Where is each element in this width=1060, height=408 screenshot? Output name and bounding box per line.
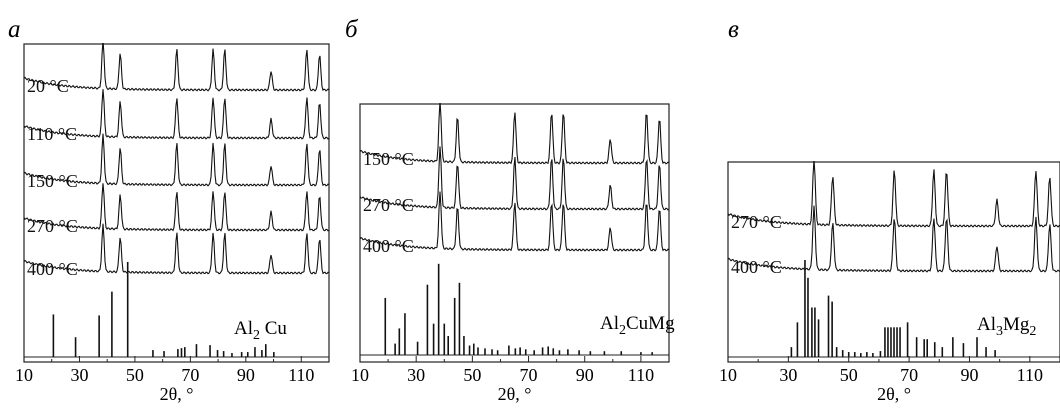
x-tick-label: 50 bbox=[126, 365, 144, 385]
reference-label: Al2CuMg bbox=[600, 313, 675, 338]
panel-letter: в bbox=[728, 16, 739, 43]
diffraction-trace bbox=[728, 205, 1060, 273]
reference-label: Al3Mg2 bbox=[977, 314, 1036, 339]
series-label: 400 °C bbox=[731, 257, 782, 277]
series-label: 270 °C bbox=[27, 216, 78, 236]
x-tick-label: 10 bbox=[15, 365, 33, 385]
diffraction-trace bbox=[24, 89, 329, 140]
series-label: 110 °C bbox=[27, 124, 77, 144]
plot-frame bbox=[23, 43, 330, 363]
panel-3: в 270 °C 400 °C Al3Mg2 10 30 50 70 90 110 2θ, ° bbox=[719, 16, 1060, 404]
diffraction-trace bbox=[24, 43, 329, 92]
series-label: 270 °C bbox=[731, 212, 782, 232]
x-tick-label: 90 bbox=[576, 365, 594, 385]
x-tick-label: 70 bbox=[900, 365, 918, 385]
x-tick-label: 110 bbox=[1017, 365, 1043, 385]
plot-frame bbox=[359, 103, 670, 363]
x-axis-label: 2θ, ° bbox=[877, 384, 911, 404]
diffraction-trace bbox=[360, 191, 669, 252]
x-tick-label: 70 bbox=[520, 365, 538, 385]
x-tick-label: 10 bbox=[719, 365, 737, 385]
x-axis-label: 2θ, ° bbox=[498, 384, 532, 404]
x-tick-label: 50 bbox=[840, 365, 858, 385]
series-label: 20 °C bbox=[27, 76, 69, 96]
diffraction-trace bbox=[24, 183, 329, 232]
series-label: 150 °C bbox=[363, 149, 414, 169]
diffraction-trace bbox=[728, 161, 1060, 228]
panel-1: а 20 °C 110 °C 150 °C 270 °C 400 °C Al2 Cu 10 30… bbox=[8, 16, 330, 404]
plot-frame bbox=[727, 161, 1060, 363]
diffraction-trace bbox=[360, 146, 669, 211]
diffraction-trace bbox=[24, 223, 329, 275]
series-label: 400 °C bbox=[27, 259, 78, 279]
panel-letter: а bbox=[8, 16, 21, 43]
x-axis-label: 2θ, ° bbox=[160, 384, 194, 404]
series-label: 400 °C bbox=[363, 236, 414, 256]
x-tick-label: 110 bbox=[628, 365, 654, 385]
panel-2: б 150 °C 270 °C 400 °C Al2CuMg 10 30 50 70 90 110 2… bbox=[345, 16, 675, 404]
x-tick-label: 30 bbox=[779, 365, 797, 385]
x-tick-label: 70 bbox=[181, 365, 199, 385]
x-tick-label: 10 bbox=[351, 365, 369, 385]
traces-group bbox=[728, 161, 1060, 273]
diffraction-trace bbox=[24, 133, 329, 187]
x-tick-label: 30 bbox=[407, 365, 425, 385]
panel-letter: б bbox=[345, 16, 359, 43]
series-label: 150 °C bbox=[27, 171, 78, 191]
x-tick-label: 30 bbox=[70, 365, 88, 385]
x-tick-label: 90 bbox=[960, 365, 978, 385]
traces-group bbox=[24, 43, 329, 275]
diffraction-trace bbox=[360, 103, 669, 165]
traces-group bbox=[360, 103, 669, 252]
reference-label: Al2 Cu bbox=[234, 318, 287, 343]
x-tick-label: 50 bbox=[463, 365, 481, 385]
series-label: 270 °C bbox=[363, 195, 414, 215]
x-tick-label: 110 bbox=[288, 365, 314, 385]
x-tick-label: 90 bbox=[237, 365, 255, 385]
